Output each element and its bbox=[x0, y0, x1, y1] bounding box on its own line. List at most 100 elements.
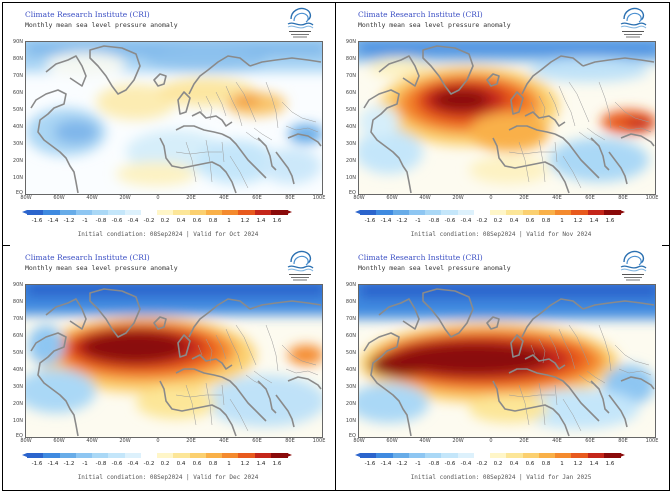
institute-name: Climate Research Institute (CRI) bbox=[25, 10, 150, 19]
colorbar-swatch bbox=[43, 210, 60, 215]
colorbar-tick-label: 1.2 bbox=[573, 461, 583, 467]
lon-label: 60E bbox=[585, 438, 595, 444]
lat-label: 90N bbox=[345, 282, 356, 288]
colorbar-swatch bbox=[425, 453, 442, 458]
lat-label: 30N bbox=[12, 141, 23, 147]
colorbar-tick-label: -1.4 bbox=[47, 461, 59, 467]
colorbar-swatch bbox=[555, 210, 572, 215]
frame-divider-horizontal-left bbox=[2, 245, 10, 246]
lat-label: 60N bbox=[345, 90, 356, 96]
pressure-anomaly-map bbox=[358, 284, 656, 438]
lat-label: 70N bbox=[345, 316, 356, 322]
colorbar-swatch bbox=[59, 210, 77, 215]
colorbar-swatch bbox=[490, 453, 507, 458]
panel-footer: Initial condiation: 08Sep2024 | Valid fo… bbox=[410, 231, 592, 238]
colorbar-tick-label: 1.4 bbox=[589, 218, 599, 224]
pressure-anomaly-map bbox=[25, 284, 323, 438]
lon-label: 60W bbox=[386, 195, 398, 201]
colorbar-swatch bbox=[473, 453, 491, 458]
lon-label: 80E bbox=[618, 195, 628, 201]
colorbar-tick-label: -1.6 bbox=[31, 218, 43, 224]
lon-label: 20W bbox=[452, 195, 464, 201]
colorbar-swatch bbox=[27, 453, 44, 458]
colorbar-tick-label: 0.6 bbox=[192, 218, 202, 224]
panel-header: Climate Research Institute (CRI) Monthly… bbox=[336, 246, 666, 284]
lon-label: 100E bbox=[645, 438, 659, 444]
panel-footer: Initial condiation: 08Sep2024 | Valid fo… bbox=[77, 231, 259, 238]
colorbar-swatch bbox=[441, 453, 458, 458]
colorbar-tick-label: 1.4 bbox=[256, 461, 266, 467]
colorbar-tick-label: -0.6 bbox=[111, 218, 123, 224]
colorbar-swatch bbox=[270, 453, 288, 458]
colorbar-tick-label: -0.2 bbox=[143, 218, 155, 224]
colorbar-max-arrow bbox=[287, 453, 292, 457]
panel-footer: Initial condiation: 08Sep2024 | Valid fo… bbox=[410, 474, 592, 481]
map-subtitle: Monthly mean sea level pressure anomaly bbox=[25, 264, 178, 272]
colorbar bbox=[22, 453, 292, 458]
colorbar-tick-label: 0.4 bbox=[509, 218, 519, 224]
colorbar-swatch bbox=[538, 210, 556, 215]
colorbar-swatch bbox=[360, 453, 377, 458]
colorbar-swatch bbox=[441, 210, 458, 215]
lon-label: 40W bbox=[419, 195, 431, 201]
colorbar-tick-label: 0.4 bbox=[176, 461, 186, 467]
colorbar-tick-label: -0.6 bbox=[111, 461, 123, 467]
lon-label: 80W bbox=[353, 195, 365, 201]
frame-bottom bbox=[2, 490, 670, 491]
colorbar-tick-label: -1.4 bbox=[380, 461, 392, 467]
frame-divider-vertical bbox=[335, 2, 336, 491]
lon-label: 40E bbox=[552, 438, 562, 444]
colorbar-min-arrow bbox=[22, 453, 27, 457]
colorbar-swatch bbox=[189, 210, 207, 215]
colorbar-tick-label: -1.2 bbox=[63, 461, 75, 467]
colorbar-swatch bbox=[254, 453, 272, 458]
institute-name: Climate Research Institute (CRI) bbox=[358, 10, 483, 19]
colorbar-swatch bbox=[392, 210, 410, 215]
lat-label: 90N bbox=[12, 282, 23, 288]
lat-label: 70N bbox=[12, 316, 23, 322]
colorbar-tick-label: 1.2 bbox=[240, 218, 250, 224]
lat-label: 10N bbox=[12, 418, 23, 424]
cri-logo-icon bbox=[287, 7, 314, 38]
lon-label: 40W bbox=[419, 438, 431, 444]
map-subtitle: Monthly mean sea level pressure anomaly bbox=[358, 21, 511, 29]
colorbar-swatch bbox=[222, 210, 239, 215]
colorbar-swatch bbox=[392, 453, 410, 458]
colorbar-swatch bbox=[425, 210, 442, 215]
colorbar-swatch bbox=[189, 453, 207, 458]
colorbar-swatch bbox=[603, 453, 621, 458]
lon-label: 100E bbox=[312, 438, 326, 444]
colorbar bbox=[355, 210, 625, 215]
colorbar-tick-label: -0.4 bbox=[460, 218, 472, 224]
lon-label: 0 bbox=[489, 195, 493, 201]
colorbar-tick-label: 0.2 bbox=[493, 218, 503, 224]
colorbar-swatch bbox=[157, 210, 174, 215]
lat-label: EQ bbox=[15, 433, 23, 439]
colorbar-max-arrow bbox=[620, 210, 625, 214]
lon-label: 60E bbox=[252, 195, 262, 201]
lat-label: 80N bbox=[12, 56, 23, 62]
lat-label: 80N bbox=[345, 56, 356, 62]
colorbar-tick-label: 1.2 bbox=[573, 218, 583, 224]
lon-label: 20W bbox=[119, 195, 131, 201]
lon-label: 60W bbox=[53, 438, 65, 444]
lat-label: EQ bbox=[348, 433, 356, 439]
colorbar-tick-label: -0.4 bbox=[460, 461, 472, 467]
colorbar-swatch bbox=[603, 210, 621, 215]
lon-label: 20E bbox=[519, 195, 529, 201]
colorbar-tick-label: 0.8 bbox=[541, 461, 551, 467]
lat-label: EQ bbox=[15, 190, 23, 196]
colorbar-tick-label: 0.2 bbox=[160, 461, 170, 467]
lon-label: 40W bbox=[86, 195, 98, 201]
frame-divider-horizontal-right bbox=[662, 245, 670, 246]
lon-label: 80E bbox=[285, 195, 295, 201]
colorbar-tick-label: -0.4 bbox=[127, 461, 139, 467]
colorbar-tick-label: 1.6 bbox=[272, 218, 282, 224]
cri-logo-icon bbox=[620, 250, 647, 281]
colorbar-tick-label: -1.6 bbox=[364, 461, 376, 467]
colorbar-swatch bbox=[124, 453, 142, 458]
colorbar-tick-label: -1.6 bbox=[364, 218, 376, 224]
colorbar-swatch bbox=[506, 210, 523, 215]
colorbar-swatch bbox=[157, 453, 174, 458]
colorbar-tick-label: 0.6 bbox=[525, 218, 535, 224]
